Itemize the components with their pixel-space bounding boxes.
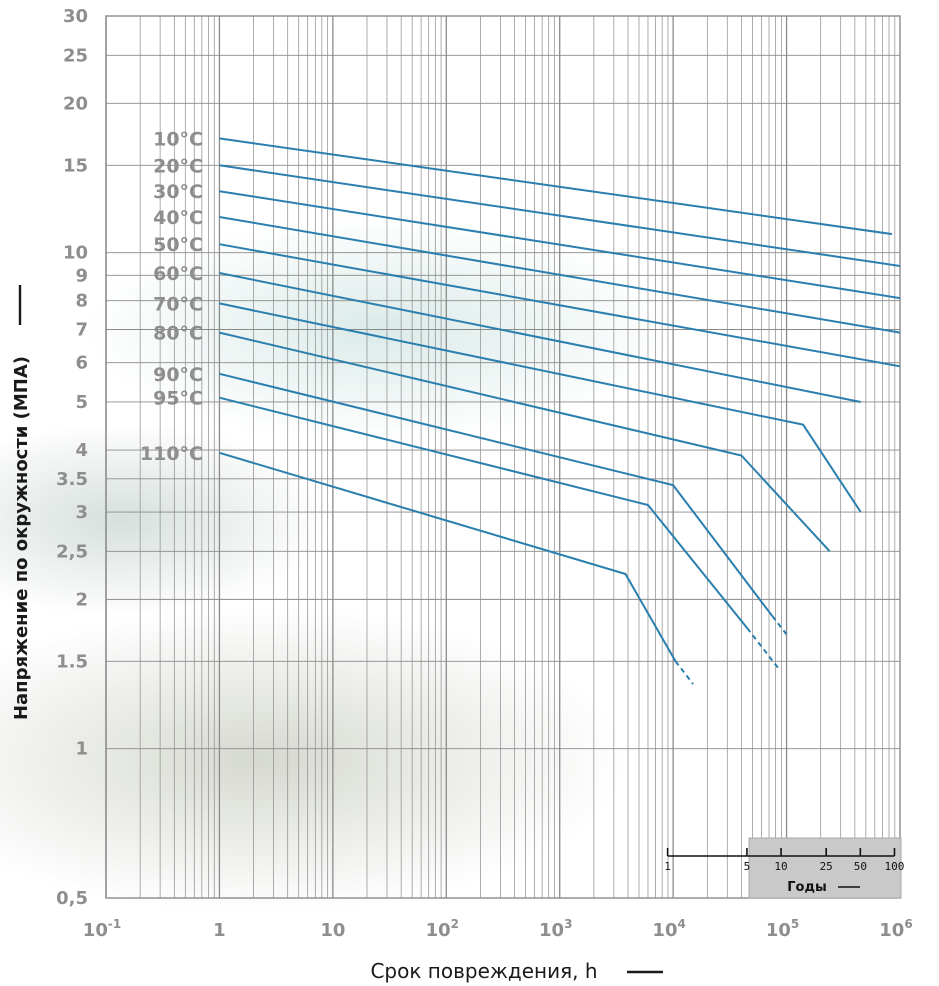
series-label: 80°C [153, 323, 203, 345]
series-line [219, 164, 901, 267]
series-lines [219, 137, 901, 685]
y-tick-label: 10 [63, 243, 88, 264]
series-dashed-tail [746, 627, 780, 670]
series-dashed-tail [771, 615, 788, 636]
x-tick-label: 105 [766, 917, 799, 941]
series-line [219, 451, 677, 662]
y-tick-label: 20 [63, 93, 88, 114]
x-tick-label: 106 [879, 917, 912, 941]
years-scale-box: 1 5 10 25 50 100 Годы [664, 837, 905, 899]
series-labels: 10°C 20°C 30°C 40°C 50°C 60°C 70°C 80°C 90°C95°C… [140, 128, 203, 464]
series-label: 20°C [153, 155, 203, 177]
years-tick-label: 10 [774, 860, 787, 873]
y-tick-label: 25 [63, 45, 88, 66]
series-line [219, 272, 861, 403]
series-line [219, 396, 748, 629]
series-label: 30°C [153, 181, 203, 203]
series-label: 50°C [153, 234, 203, 256]
y-tick-label: 15 [63, 155, 88, 176]
y-tick-label: 0,5 [56, 888, 88, 909]
x-tick-labels: 10-1 1 10 102 103 104 105 106 [83, 917, 913, 941]
years-title: Годы [787, 880, 826, 895]
y-tick-label: 5 [75, 392, 88, 413]
years-tick-label: 1 [664, 860, 671, 873]
series-label: 90°C [153, 364, 203, 386]
x-tick-label: 1 [213, 920, 226, 941]
series-label: 10°C [153, 128, 203, 150]
axis-labels: Срок повреждения, h Напряжение по окружно… [11, 285, 663, 983]
years-box [748, 837, 902, 899]
years-tick-label: 5 [744, 860, 751, 873]
series-label: 95°C [153, 388, 203, 410]
series-dashed-tail [674, 660, 694, 685]
y-tick-label: 7 [75, 319, 88, 340]
series-label: 40°C [153, 207, 203, 229]
series-label: 110°C [140, 443, 203, 465]
x-tick-label: 104 [652, 917, 685, 941]
y-tick-label: 1 [75, 739, 88, 760]
y-tick-label: 3.5 [56, 469, 88, 490]
y-tick-label: 30 [63, 6, 88, 27]
y-tick-label: 9 [75, 265, 88, 286]
x-tick-label: 10 [320, 920, 345, 941]
y-tick-label: 8 [75, 291, 88, 312]
y-tick-label: 6 [75, 353, 88, 374]
years-tick-label: 100 [885, 860, 905, 873]
series-line [219, 243, 901, 368]
grid [105, 15, 901, 899]
series-line [219, 137, 893, 236]
series-line [219, 216, 901, 334]
series-line [219, 331, 831, 552]
y-tick-label: 2 [75, 589, 88, 610]
x-tick-label: 102 [426, 917, 459, 941]
y-tick-label: 3 [75, 502, 88, 523]
x-tick-label: 10-1 [83, 917, 121, 941]
series-line [219, 372, 774, 617]
y-tick-label: 2,5 [56, 541, 88, 562]
series-label: 70°C [153, 293, 203, 315]
series-line [219, 302, 862, 513]
y-tick-label: 1.5 [56, 651, 88, 672]
series-line [219, 190, 901, 300]
y-axis-label: Напряжение по окружности (МПА) [11, 356, 32, 720]
plot-frame [105, 15, 901, 899]
series-label: 60°C [153, 263, 203, 285]
years-tick-label: 25 [820, 860, 833, 873]
y-tick-labels: 30 25 20 15 109 8 7 6 5 4 3.5 3 2,5 2 1.5 1 0,5 [56, 6, 88, 909]
y-tick-label: 4 [75, 440, 88, 461]
years-tick-label: 50 [854, 860, 867, 873]
x-tick-label: 103 [539, 917, 572, 941]
x-axis-label: Срок повреждения, h [370, 959, 597, 983]
